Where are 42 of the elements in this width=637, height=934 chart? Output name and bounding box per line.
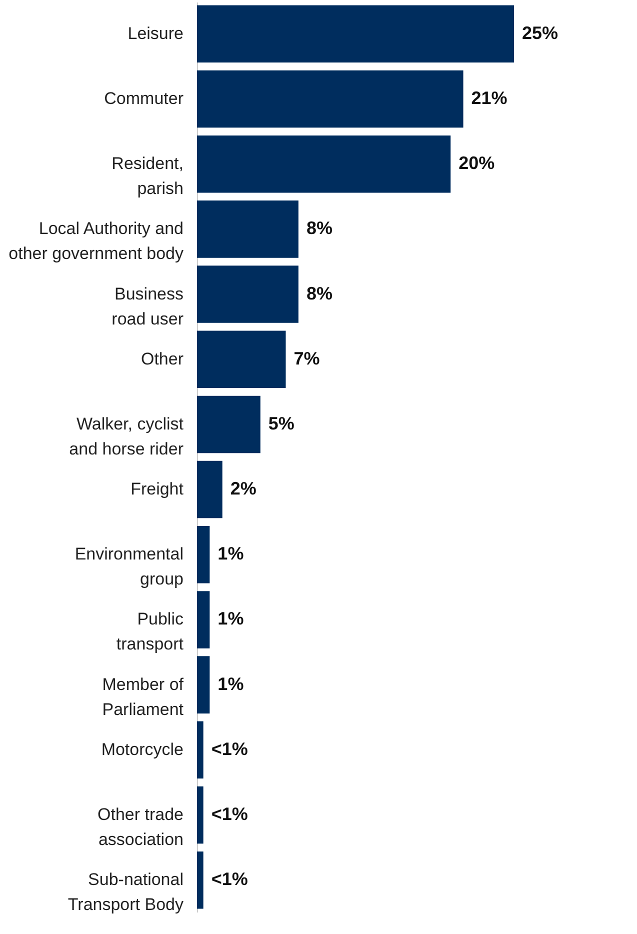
y-tick-label: Walker, cyclist and horse rider bbox=[69, 414, 184, 458]
y-tick-label: Local Authority and other government body bbox=[8, 219, 184, 264]
y-tick-label: Freight bbox=[130, 480, 184, 499]
data-label: <1% bbox=[211, 804, 248, 824]
data-label: 1% bbox=[218, 608, 244, 629]
y-tick-label: Resident, parish bbox=[112, 154, 184, 198]
data-label: 25% bbox=[522, 22, 558, 43]
bar bbox=[197, 266, 298, 323]
data-label: 2% bbox=[230, 478, 256, 499]
data-label: <1% bbox=[211, 869, 248, 890]
bar bbox=[197, 5, 514, 63]
bar bbox=[197, 330, 286, 388]
data-label: 8% bbox=[306, 283, 332, 304]
y-tick-label: Environmental group bbox=[74, 544, 184, 589]
y-tick-label: Sub-national Transport Body bbox=[68, 870, 184, 914]
y-tick-label: Motorcycle bbox=[101, 740, 184, 759]
bar bbox=[197, 200, 298, 258]
data-label: <1% bbox=[211, 738, 248, 759]
data-label: 5% bbox=[268, 413, 294, 434]
y-tick-label: Leisure bbox=[128, 24, 184, 43]
y-tick-label: Other bbox=[140, 349, 184, 368]
bar bbox=[197, 786, 204, 844]
data-label: 21% bbox=[471, 88, 508, 108]
y-tick-label: Commuter bbox=[104, 88, 184, 108]
bar bbox=[197, 460, 222, 518]
data-label: 1% bbox=[218, 544, 244, 564]
y-tick-label: Member of Parliament bbox=[102, 674, 184, 719]
data-label: 20% bbox=[458, 153, 495, 174]
bar bbox=[197, 396, 260, 454]
bar bbox=[197, 526, 210, 584]
data-label: 1% bbox=[218, 674, 244, 694]
y-tick-label: Public transport bbox=[116, 610, 184, 654]
bar bbox=[197, 591, 210, 648]
bar bbox=[197, 656, 210, 714]
bar bbox=[197, 135, 451, 193]
bar bbox=[197, 70, 464, 128]
bar bbox=[197, 851, 204, 909]
bar bbox=[197, 721, 204, 779]
data-label: 8% bbox=[306, 218, 332, 238]
y-tick-label: Business road user bbox=[112, 284, 184, 328]
y-tick-label: Other trade association bbox=[98, 805, 184, 850]
data-label: 7% bbox=[294, 348, 320, 368]
